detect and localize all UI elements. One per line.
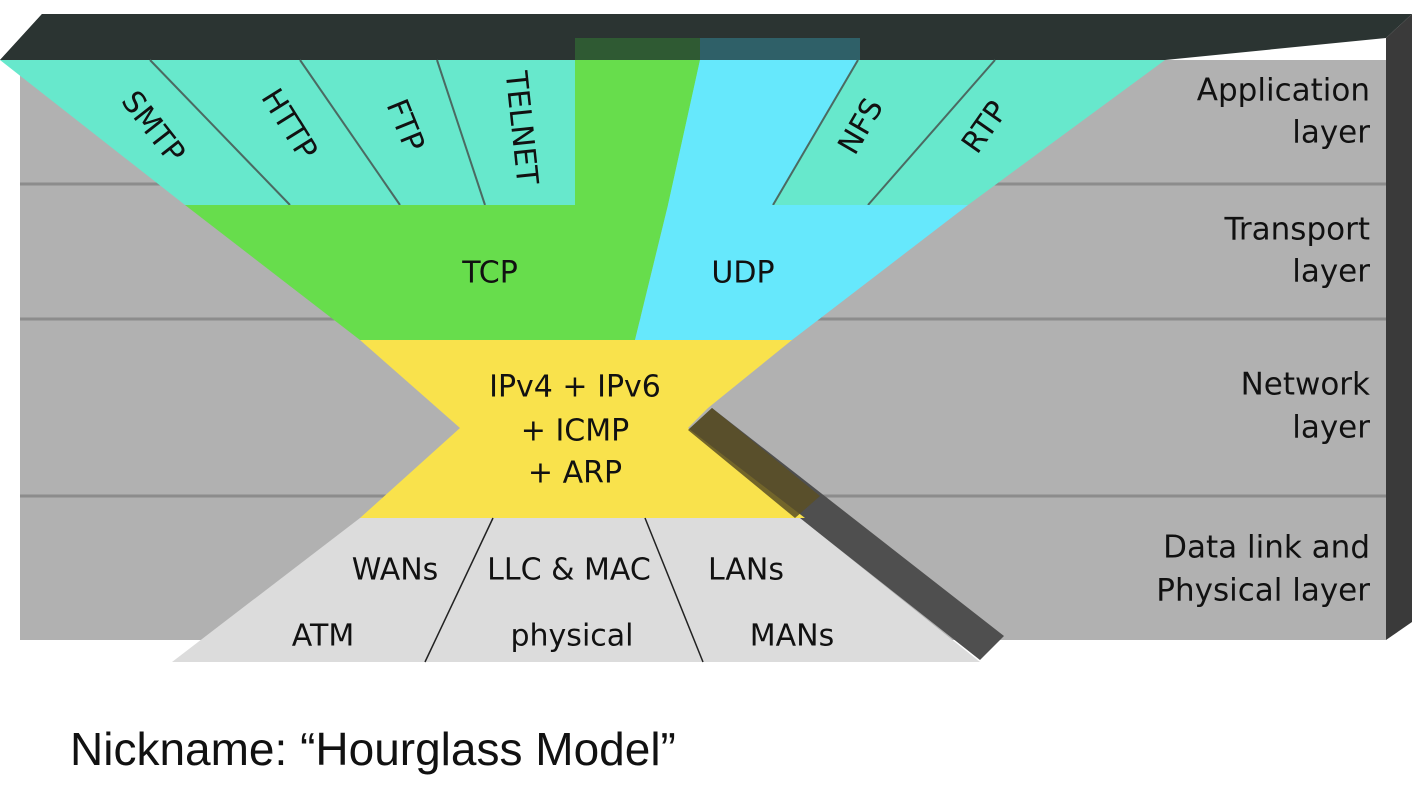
protocol-divider	[299, 59, 401, 206]
application-top-edge	[0, 14, 1165, 60]
network-label-line2: + ICMP	[521, 414, 629, 449]
physical-label: physical	[511, 619, 634, 654]
udp-column	[668, 60, 858, 205]
network-label-line1: IPv4 + IPv6	[489, 370, 661, 405]
tcp-label: TCP	[461, 256, 518, 291]
layer-label-transport-1: Transport	[1224, 212, 1370, 248]
datalink-divider	[424, 517, 494, 663]
udp-region	[635, 205, 968, 340]
datalink-region	[172, 518, 980, 662]
lans-label: LANs	[708, 553, 784, 588]
layer-label-transport-2: layer	[1292, 254, 1370, 290]
protocol-divider	[436, 59, 486, 206]
tcp-top-edge	[575, 38, 700, 60]
layer-label-network-2: layer	[1292, 410, 1370, 446]
protocol-divider	[867, 59, 996, 206]
layer-label-datalink-1: Data link and	[1163, 530, 1370, 566]
layer-label-datalink-2: Physical layer	[1156, 573, 1370, 609]
protocol-divider	[149, 59, 291, 206]
tcp-region	[185, 205, 668, 340]
caption: Nickname: “Hourglass Model”	[70, 723, 676, 775]
tcp-column	[575, 60, 700, 205]
layer-label-network-1: Network	[1241, 367, 1370, 403]
layer-label-application-1: Application	[1197, 73, 1370, 109]
protocol-divider	[772, 59, 859, 206]
network-region	[360, 340, 805, 518]
udp-top-edge	[700, 38, 860, 60]
network-shadow	[688, 408, 820, 518]
wans-label: WANs	[352, 553, 439, 588]
udp-label: UDP	[711, 256, 774, 291]
mans-label: MANs	[750, 619, 834, 654]
layer-label-application-2: layer	[1292, 115, 1370, 151]
network-label-line3: + ARP	[528, 456, 622, 491]
datalink-divider	[644, 517, 704, 663]
atm-label: ATM	[292, 619, 354, 654]
frame-right-side	[1386, 14, 1412, 640]
llc-mac-label: LLC & MAC	[487, 553, 651, 588]
